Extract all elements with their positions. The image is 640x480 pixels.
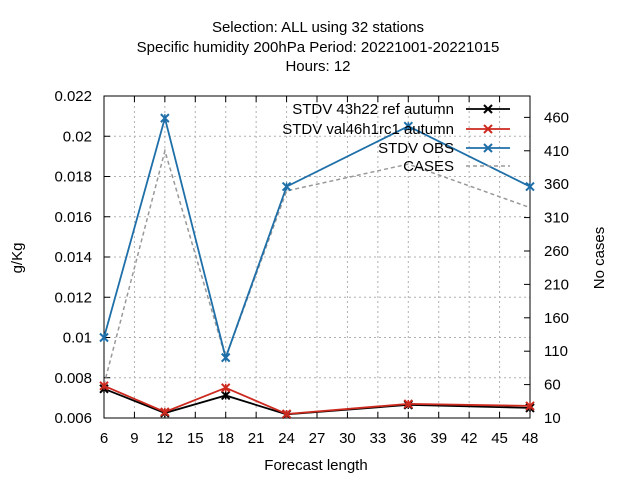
legend-item: STDV 43h22 ref autumn bbox=[292, 101, 510, 118]
x-tick-label: 27 bbox=[309, 430, 326, 447]
legend-label: STDV 43h22 ref autumn bbox=[292, 101, 454, 118]
y-tick-label: 0.008 bbox=[54, 370, 92, 387]
title-line-2: Specific humidity 200hPa Period: 2022100… bbox=[137, 39, 500, 56]
y-tick-label: 0.018 bbox=[54, 169, 92, 186]
x-axis: 6 9 12 15 18 21 24 27 30 33 36 39 42 45 48 bbox=[100, 96, 539, 447]
y-tick-label: 0.016 bbox=[54, 209, 92, 226]
title-line-3: Hours: 12 bbox=[285, 58, 350, 75]
title-line-1: Selection: ALL using 32 stations bbox=[212, 19, 424, 36]
y2-tick-label: 110 bbox=[544, 343, 568, 360]
y2-tick-label: 310 bbox=[544, 210, 569, 227]
y2-axis-label: No cases bbox=[591, 227, 608, 290]
x-tick-label: 6 bbox=[100, 430, 108, 447]
legend-marker bbox=[483, 143, 493, 153]
x-tick-label: 15 bbox=[187, 430, 204, 447]
y-tick-label: 0.014 bbox=[54, 249, 92, 266]
x-tick-label: 45 bbox=[491, 430, 508, 447]
legend-marker bbox=[483, 124, 493, 134]
series-line bbox=[103, 114, 531, 361]
x-tick-label: 42 bbox=[461, 430, 478, 447]
x-tick-label: 21 bbox=[248, 430, 265, 447]
x-tick-label: 18 bbox=[217, 430, 234, 447]
data-point bbox=[99, 332, 109, 343]
data-point bbox=[99, 381, 109, 391]
y2-tick-label: 10 bbox=[544, 410, 561, 427]
legend-item: STDV OBS bbox=[378, 140, 510, 157]
x-tick-label: 36 bbox=[400, 430, 417, 447]
data-point bbox=[281, 409, 292, 419]
legend-item: STDV val46h1rc1 autumn bbox=[282, 121, 510, 138]
data-point bbox=[221, 352, 231, 363]
legend-label: STDV val46h1rc1 autumn bbox=[282, 121, 454, 138]
y-tick-label: 0.012 bbox=[54, 289, 92, 306]
y2-tick-label: 460 bbox=[544, 109, 569, 126]
data-point bbox=[221, 383, 231, 393]
legend: STDV 43h22 ref autumn STDV val46h1rc1 aut… bbox=[282, 101, 510, 175]
series-group bbox=[99, 113, 535, 420]
y2-tick-label: 160 bbox=[544, 310, 569, 327]
x-tick-label: 9 bbox=[130, 430, 138, 447]
x-tick-label: 30 bbox=[339, 430, 356, 447]
series-1 bbox=[99, 381, 535, 419]
series-line bbox=[103, 387, 531, 416]
y-tick-label: 0.01 bbox=[63, 330, 92, 347]
y2-tick-label: 210 bbox=[544, 276, 569, 293]
x-tick-label: 48 bbox=[522, 430, 539, 447]
data-point bbox=[403, 121, 413, 131]
y-tick-label: 0.02 bbox=[63, 128, 92, 145]
y-tick-label: 0.006 bbox=[54, 410, 92, 427]
y-tick-label: 0.022 bbox=[54, 88, 92, 105]
data-point bbox=[525, 401, 535, 411]
data-point bbox=[281, 181, 292, 192]
y2-tick-label: 360 bbox=[544, 176, 569, 193]
series-line bbox=[103, 384, 531, 415]
x-tick-label: 33 bbox=[370, 430, 387, 447]
data-point bbox=[160, 407, 170, 417]
legend-label: STDV OBS bbox=[378, 140, 454, 157]
y2-tick-label: 410 bbox=[544, 143, 569, 160]
y2-axis: 10 60 110 160 210 260 310 360 410 460 bbox=[524, 109, 569, 427]
y2-tick-label: 60 bbox=[544, 377, 561, 394]
data-point bbox=[525, 181, 535, 192]
data-point bbox=[403, 399, 413, 409]
legend-label: CASES bbox=[403, 158, 454, 175]
legend-marker bbox=[483, 104, 493, 114]
data-point bbox=[160, 113, 170, 123]
data-point bbox=[221, 390, 231, 401]
x-tick-label: 24 bbox=[278, 430, 295, 447]
series-2 bbox=[99, 113, 535, 363]
y-axis-label: g/Kg bbox=[9, 243, 26, 274]
y2-tick-label: 260 bbox=[544, 243, 569, 260]
y-axis: 0.006 0.008 0.01 0.012 0.014 0.016 0.018 0.02 0.… bbox=[54, 88, 110, 427]
legend-item: CASES bbox=[403, 158, 510, 175]
x-axis-label: Forecast length bbox=[264, 457, 367, 474]
x-tick-label: 12 bbox=[157, 430, 174, 447]
x-tick-label: 39 bbox=[430, 430, 447, 447]
chart-title: Selection: ALL using 32 stations Specifi… bbox=[137, 19, 500, 75]
grid bbox=[104, 96, 530, 418]
